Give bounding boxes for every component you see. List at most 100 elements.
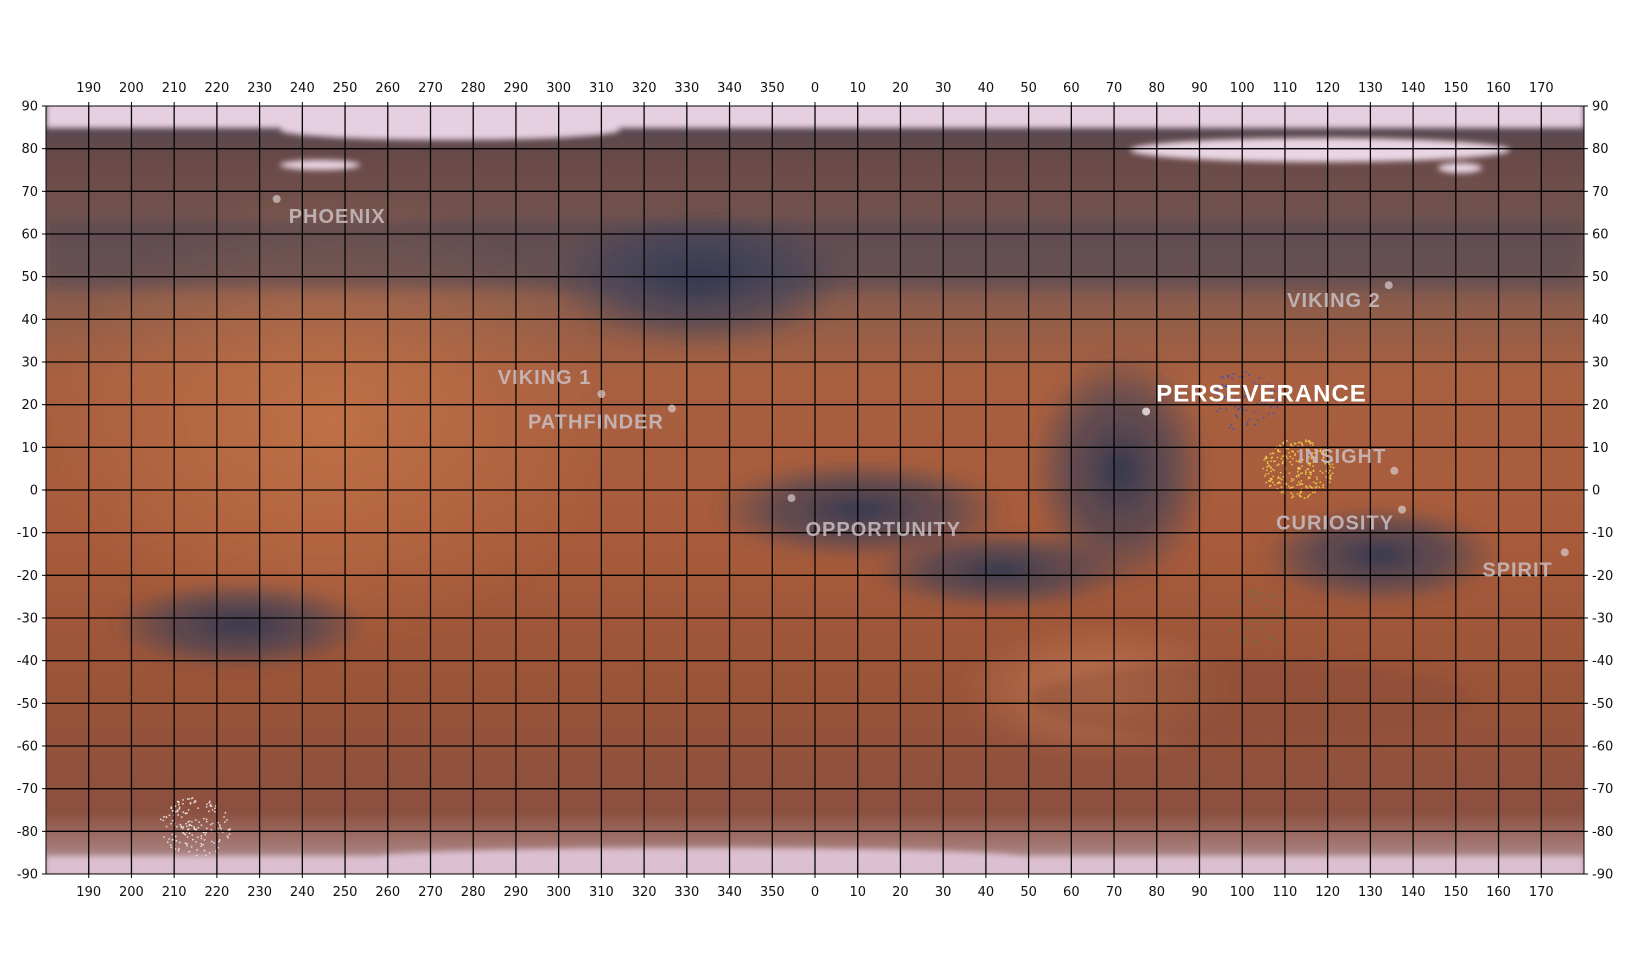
cluster-point <box>1267 413 1270 415</box>
lon-tick-label-top: 330 <box>674 81 699 96</box>
lat-tick-label-right: 20 <box>1592 398 1609 413</box>
cluster-point <box>1229 629 1232 632</box>
cluster-point <box>1243 396 1246 399</box>
cluster-point <box>1311 487 1314 489</box>
cluster-point <box>178 841 181 844</box>
cluster-point <box>1253 411 1255 414</box>
cluster-point <box>1305 448 1308 451</box>
lon-tick-label-top: 160 <box>1486 81 1511 96</box>
lon-tick-label-top: 0 <box>811 81 819 96</box>
cluster-point <box>1272 475 1274 478</box>
tharsis-region <box>50 190 610 650</box>
cluster-point <box>1255 641 1258 643</box>
cluster-point <box>1325 476 1328 478</box>
cluster-point <box>191 834 194 836</box>
cluster-point <box>1273 401 1276 403</box>
lon-tick-label-top: 100 <box>1230 81 1255 96</box>
cluster-point <box>1252 640 1255 643</box>
lon-tick-label-bottom: 120 <box>1315 885 1340 900</box>
lon-tick-label-top: 270 <box>418 81 443 96</box>
cluster-point <box>1319 450 1322 453</box>
cluster-point <box>210 805 213 808</box>
lon-tick-label-top: 290 <box>504 81 529 96</box>
cluster-point <box>1248 418 1251 421</box>
cluster-point <box>1232 373 1235 375</box>
cluster-point <box>213 841 216 844</box>
cluster-point <box>1309 462 1312 465</box>
cluster-point <box>1301 483 1304 486</box>
cluster-point <box>1319 470 1322 473</box>
lon-tick-label-top: 80 <box>1149 81 1166 96</box>
cluster-point <box>1323 449 1325 452</box>
cluster-point <box>195 854 198 857</box>
cluster-point <box>205 831 208 834</box>
cluster-point <box>1267 480 1270 482</box>
cluster-point <box>178 806 181 809</box>
cluster-point <box>209 823 212 826</box>
cluster-point <box>190 797 193 800</box>
cluster-point <box>224 811 227 814</box>
lat-tick-label-left: 10 <box>21 441 38 456</box>
cluster-point <box>1309 493 1311 496</box>
cluster-point <box>182 826 185 828</box>
cluster-point <box>1279 477 1281 480</box>
cluster-point <box>196 849 198 851</box>
cluster-point <box>1291 457 1294 460</box>
cluster-point <box>1307 462 1310 465</box>
site-label-pathfinder: PATHFINDER <box>528 412 664 434</box>
cluster-point <box>1318 486 1321 489</box>
site-label-curiosity: CURIOSITY <box>1276 513 1394 535</box>
cluster-point <box>190 845 193 848</box>
cluster-point <box>1299 467 1301 470</box>
lon-tick-label-top: 90 <box>1191 81 1208 96</box>
cluster-point <box>176 809 179 812</box>
cluster-point <box>227 828 230 831</box>
cluster-point <box>198 821 200 824</box>
cluster-point <box>1232 392 1235 395</box>
lon-tick-label-bottom: 240 <box>290 885 315 900</box>
lon-tick-label-top: 50 <box>1020 81 1037 96</box>
cluster-point <box>1289 455 1292 458</box>
cluster-point <box>1301 445 1304 447</box>
cluster-point <box>1293 442 1296 445</box>
cluster-point <box>170 846 173 849</box>
cluster-point <box>214 850 217 853</box>
cluster-point <box>217 821 220 824</box>
lon-tick-label-top: 280 <box>461 81 486 96</box>
cluster-point <box>1280 486 1283 489</box>
cluster-point <box>1243 639 1246 642</box>
cluster-point <box>1234 392 1236 395</box>
cluster-point <box>187 828 190 830</box>
cluster-point <box>1248 590 1251 593</box>
site-label-insight: INSIGHT <box>1298 446 1386 468</box>
cluster-point <box>1314 459 1317 462</box>
cluster-point <box>1227 374 1229 377</box>
lon-tick-label-bottom: 220 <box>204 885 229 900</box>
lat-tick-label-left: -50 <box>17 697 38 712</box>
cluster-point <box>184 842 187 845</box>
cluster-point <box>1297 473 1300 476</box>
lat-tick-label-right: -10 <box>1592 526 1613 541</box>
cluster-point <box>227 836 229 839</box>
cluster-point <box>1311 442 1314 444</box>
cluster-point <box>169 844 172 846</box>
lon-tick-label-bottom: 30 <box>935 885 952 900</box>
cluster-point <box>197 807 200 810</box>
cluster-point <box>1266 460 1269 463</box>
cluster-point <box>189 823 191 826</box>
cluster-point <box>171 819 174 822</box>
meridiani-dark <box>710 460 1010 560</box>
cluster-point <box>180 826 183 829</box>
lon-tick-label-top: 70 <box>1106 81 1123 96</box>
cluster-point <box>1316 450 1319 453</box>
cluster-point <box>1280 457 1283 460</box>
cluster-point <box>1322 486 1324 489</box>
cluster-point <box>1253 381 1256 384</box>
lat-tick-label-left: 40 <box>21 313 38 328</box>
lon-tick-label-top: 210 <box>162 81 187 96</box>
cluster-point <box>1299 482 1302 485</box>
cluster-point <box>176 810 179 813</box>
cluster-point <box>1246 421 1249 424</box>
lat-tick-label-left: -10 <box>17 526 38 541</box>
